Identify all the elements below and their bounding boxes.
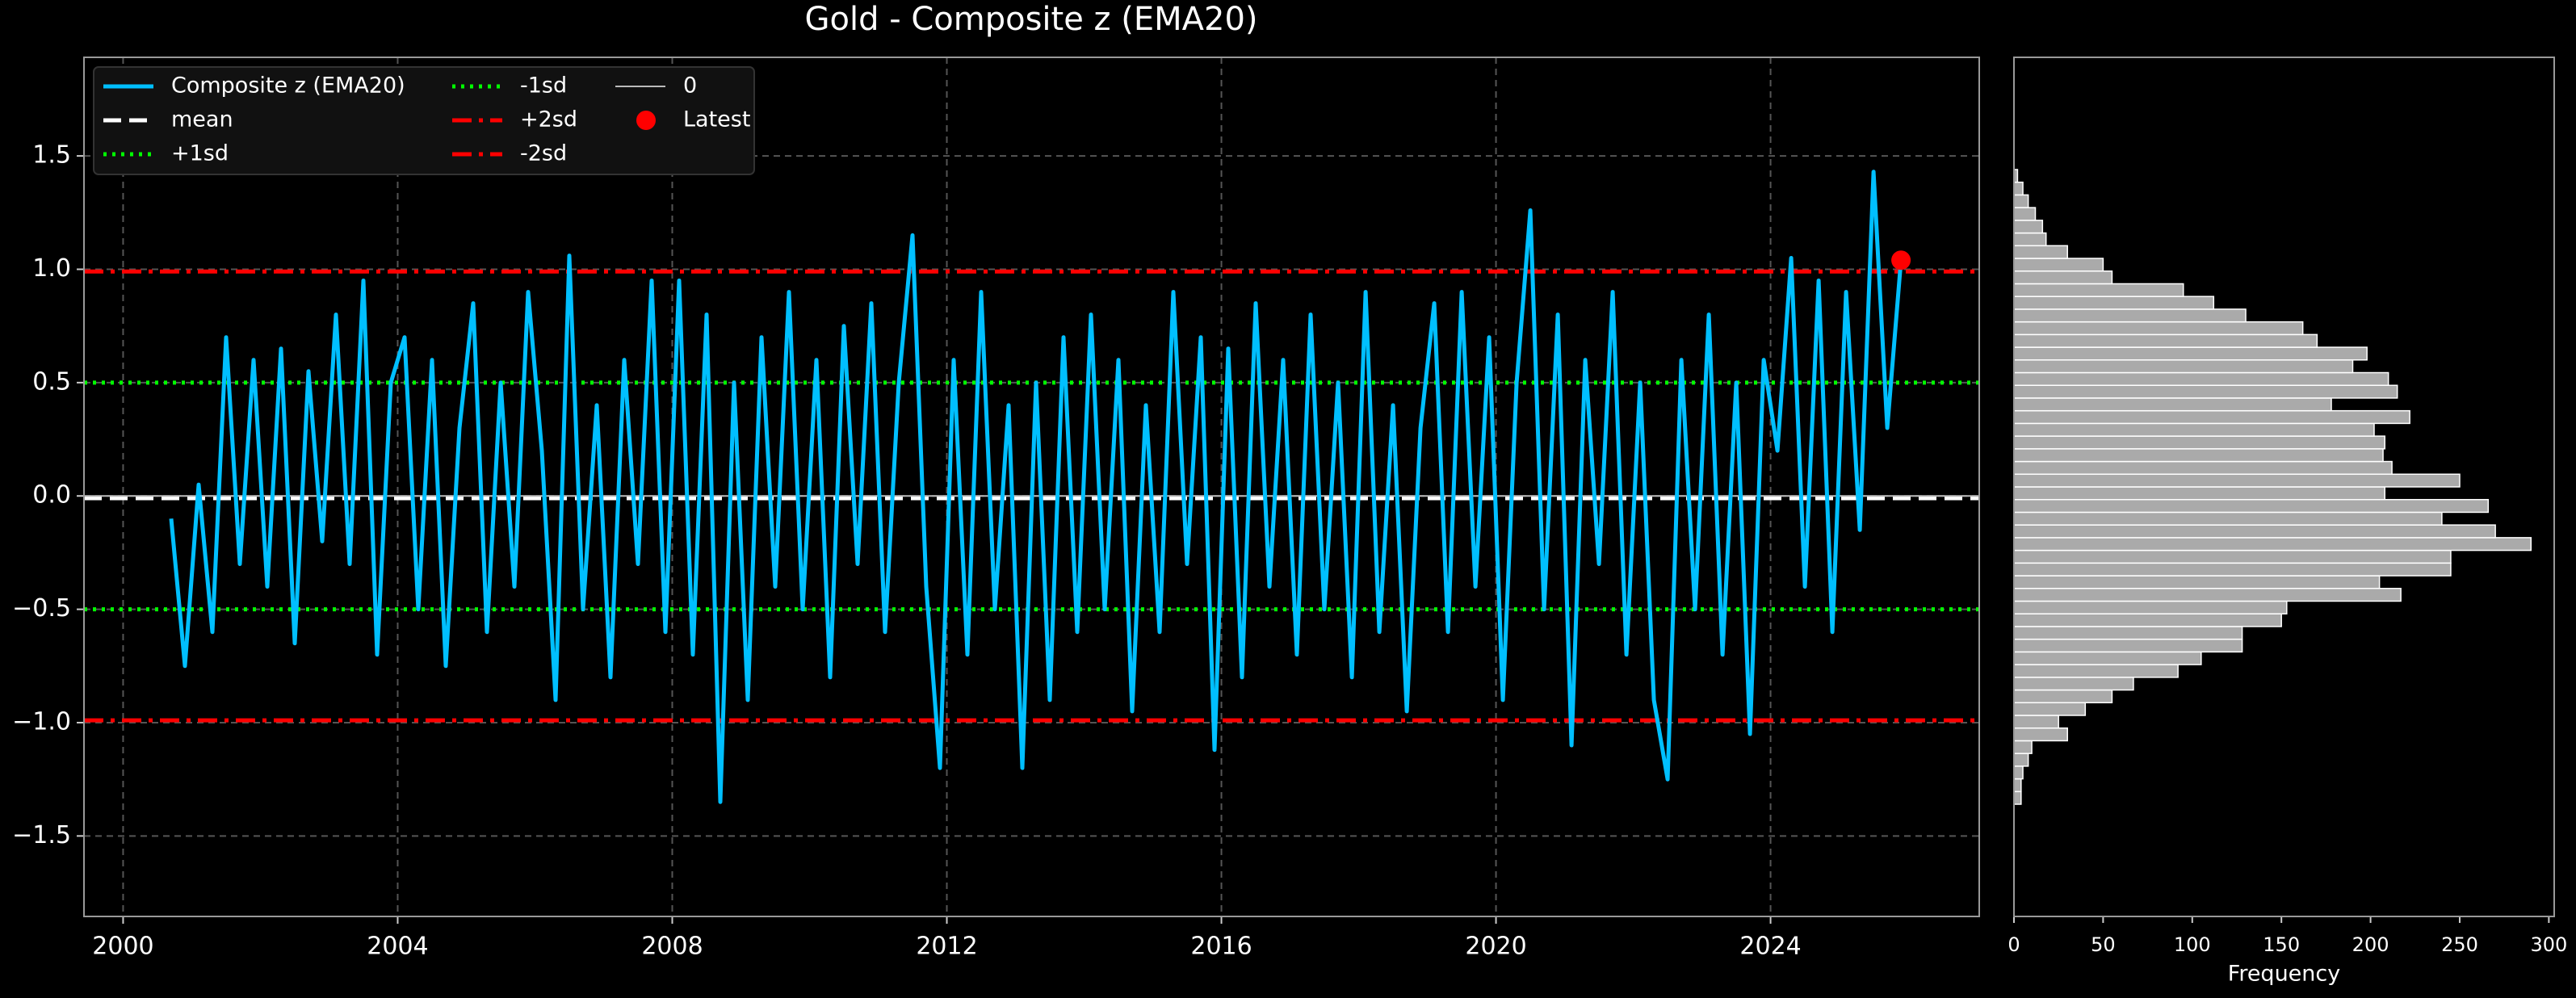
x-tick-label: 250 [2441, 933, 2478, 956]
y-tick-label: 1.0 [32, 254, 71, 283]
histogram-bar [2013, 296, 2215, 310]
histogram-bar [2013, 626, 2243, 640]
histogram-bar [2013, 207, 2037, 221]
histogram-bar [2013, 258, 2104, 272]
y-tick-label: −1.5 [12, 821, 71, 849]
y-tick-label: 1.5 [32, 141, 71, 170]
histogram-bar [2013, 702, 2087, 716]
x-tick-label: 2000 [92, 933, 153, 961]
histogram-bar [2013, 498, 2490, 514]
histogram-bar [2013, 181, 2024, 196]
histogram-bar [2013, 689, 2113, 704]
chart-title: Gold - Composite z (EMA20) [805, 1, 1258, 38]
histogram-bar [2013, 194, 2029, 208]
legend-label: +1sd [171, 141, 229, 166]
histogram-bar [2013, 359, 2354, 374]
histogram-bar [2013, 321, 2304, 336]
x-tick-label: 2024 [1739, 933, 1801, 961]
x-tick-label: 150 [2263, 933, 2300, 956]
x-axis-label: Frequency [2228, 962, 2341, 987]
histogram-bar [2013, 790, 2022, 805]
histogram-bar [2013, 778, 2022, 793]
histogram-bar [2013, 422, 2375, 437]
y-tick-label: 0.0 [32, 481, 71, 509]
y-tick-label: −0.5 [12, 594, 71, 623]
histogram-bar [2013, 664, 2179, 678]
histogram-bar [2013, 549, 2452, 564]
x-tick-label: 2012 [916, 933, 977, 961]
histogram-bar [2013, 740, 2033, 754]
histogram-bar [2013, 460, 2393, 476]
legend-label: mean [171, 107, 233, 132]
histogram-bar [2013, 537, 2532, 551]
histogram-bar [2013, 283, 2184, 297]
data-line [169, 170, 1903, 804]
histogram-bar [2013, 220, 2044, 234]
x-tick-label: 2004 [367, 933, 428, 961]
histogram-bar [2013, 409, 2410, 425]
histogram-bar [2013, 651, 2202, 665]
histogram-bar [2013, 346, 2368, 361]
plot-frame [2013, 57, 2555, 917]
histogram-bar [2013, 765, 2024, 780]
x-tick-label: 2020 [1465, 933, 1526, 961]
histogram-bar [2013, 308, 2247, 323]
histogram-bar [2013, 727, 2068, 742]
histogram-bar [2013, 486, 2385, 501]
histogram-bar [2013, 753, 2029, 767]
legend-label: Latest [683, 107, 750, 132]
x-tick-label: 300 [2530, 933, 2567, 956]
histogram-bar [2013, 588, 2402, 602]
legend-box [93, 66, 755, 175]
y-tick-label: −1.0 [12, 707, 71, 736]
x-tick-label: 100 [2174, 933, 2211, 956]
legend-label: -2sd [520, 141, 567, 166]
histogram-bar [2013, 384, 2398, 399]
histogram-bar [2013, 397, 2332, 412]
legend-label: 0 [683, 73, 697, 99]
legend-label: +2sd [520, 107, 577, 132]
x-tick-label: 2016 [1190, 933, 1252, 961]
histogram-bar [2013, 245, 2068, 259]
histogram-bar [2013, 677, 2134, 691]
histogram-bar [2013, 232, 2047, 247]
histogram-bar [2013, 435, 2385, 450]
legend-label: -1sd [520, 73, 567, 99]
histogram-bar [2013, 333, 2318, 348]
legend-marker [636, 111, 656, 130]
histogram-bar [2013, 638, 2243, 653]
histogram-bar [2013, 613, 2282, 627]
histogram-bar [2013, 371, 2389, 386]
histogram-bar [2013, 511, 2443, 526]
latest-point [1891, 250, 1911, 270]
x-tick-label: 0 [2008, 933, 2020, 956]
x-tick-label: 200 [2352, 933, 2389, 956]
y-tick-label: 0.5 [32, 367, 71, 396]
histogram-bar [2013, 562, 2452, 577]
legend-label: Composite z (EMA20) [171, 73, 405, 99]
histogram-bar [2013, 270, 2113, 285]
histogram-bar [2013, 575, 2381, 589]
histogram-bar [2013, 448, 2384, 463]
histogram-bar [2013, 715, 2059, 729]
histogram-bar [2013, 473, 2461, 488]
plot-frame [83, 57, 1980, 917]
histogram-bar [2013, 600, 2288, 614]
x-tick-label: 50 [2091, 933, 2116, 956]
x-tick-label: 2008 [641, 933, 703, 961]
histogram-bar [2013, 524, 2496, 539]
